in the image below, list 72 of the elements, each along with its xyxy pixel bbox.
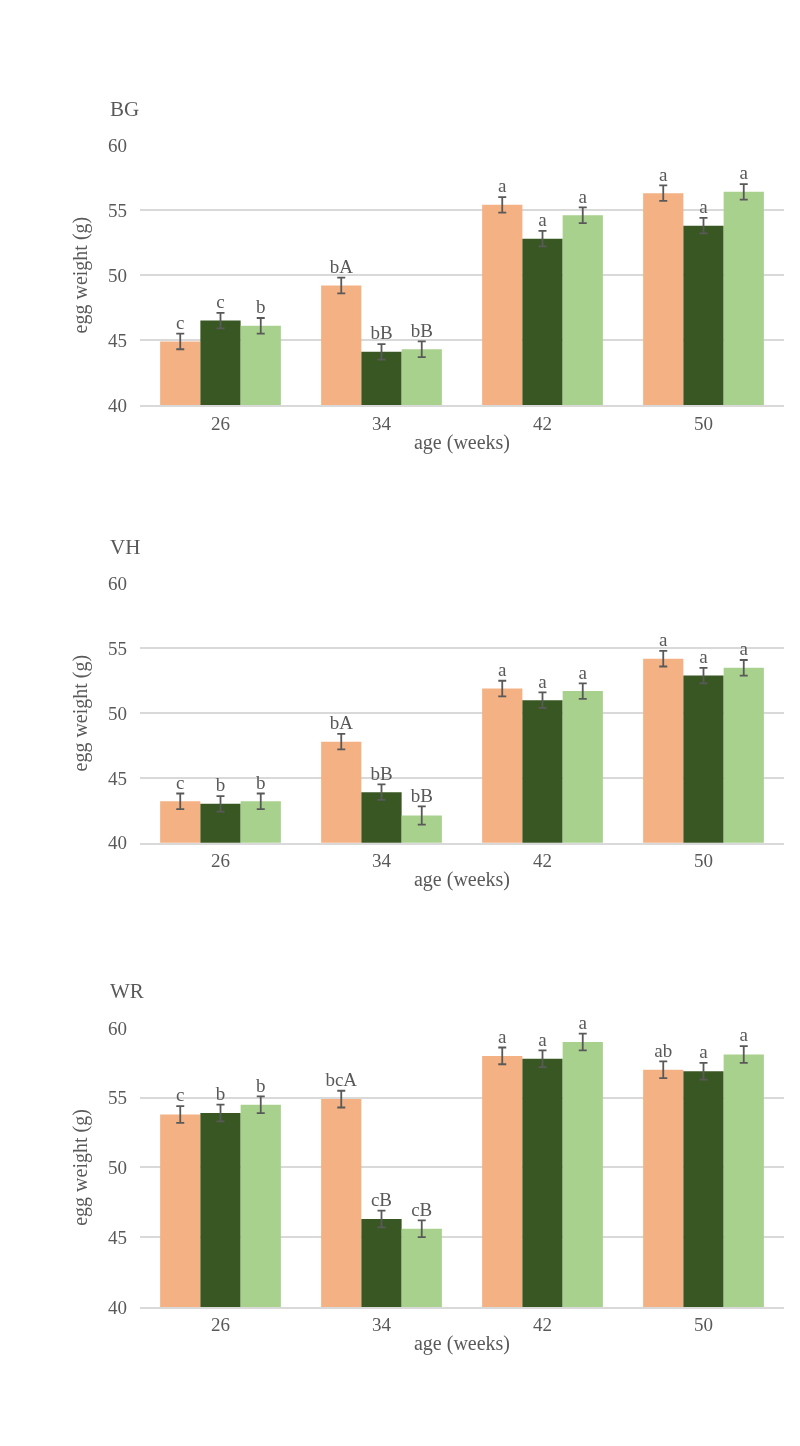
data-label: a [739,1024,749,1046]
x-tick-label: 26 [211,1314,230,1336]
y-tick-label: 50 [108,264,127,286]
data-label: c [176,1084,185,1106]
x-tick-label: 42 [533,850,552,872]
data-label: c [216,291,225,313]
data-label: a [578,1011,588,1033]
y-tick-label: 55 [108,1087,127,1109]
chart-title: VH [110,535,141,559]
chart-title: WR [110,979,144,1003]
y-tick-label: 55 [108,199,127,221]
y-axis-title: egg weight (g) [69,216,93,334]
data-label: b [256,296,266,318]
y-tick-label: 45 [108,329,127,351]
data-label: a [659,629,669,651]
y-tick-label: 40 [108,394,127,416]
x-axis-title: age (weeks) [413,868,511,892]
chart-title: BG [110,97,140,121]
data-label: b [215,1082,226,1104]
data-label: a [538,209,548,231]
data-label: a [498,175,508,197]
data-label: a [659,163,669,185]
data-label: bB [370,762,393,784]
y-tick-label: 60 [108,134,127,156]
data-label: b [256,1074,266,1096]
data-label: c [176,311,185,333]
data-label: b [256,771,266,793]
x-tick-label: 50 [694,1314,713,1336]
x-tick-label: 42 [533,412,552,434]
y-tick-label: 50 [108,1157,127,1179]
x-tick-label: 42 [533,1314,552,1336]
y-tick-label: 40 [108,1296,127,1318]
x-tick-label: 34 [372,412,392,434]
y-axis-title: egg weight (g) [69,654,93,772]
x-tick-label: 26 [211,850,230,872]
data-label: b [215,774,226,796]
y-tick-label: 60 [108,1017,127,1039]
data-label: bA [329,255,354,277]
data-label: bA [329,712,354,734]
x-tick-label: 26 [211,412,230,434]
data-label: cB [411,1198,433,1220]
y-tick-label: 60 [108,573,127,595]
data-label: bcA [325,1069,358,1090]
data-label: bB [410,784,433,806]
y-tick-label: 45 [108,1226,127,1248]
data-label: a [699,646,709,668]
data-label: a [538,1028,548,1050]
x-tick-label: 50 [694,850,713,872]
y-tick-label: 40 [108,832,127,854]
data-label: a [578,185,588,207]
data-label: a [578,661,588,683]
x-axis-title: age (weeks) [413,1332,511,1356]
data-label: a [498,1025,508,1047]
x-axis-title: age (weeks) [413,430,511,454]
data-label: bB [370,322,393,344]
y-tick-label: 55 [108,638,127,659]
data-label: c [176,771,185,793]
data-label: cB [370,1188,393,1210]
data-label: a [699,196,709,218]
data-label: ab [654,1039,673,1061]
data-label: a [739,638,749,660]
data-label: a [739,162,749,184]
x-tick-label: 34 [372,1314,392,1336]
data-label: a [699,1041,709,1063]
data-label: bB [410,319,433,341]
data-label: a [498,658,508,680]
y-axis-title: egg weight (g) [69,1109,93,1226]
y-tick-label: 50 [108,702,127,724]
data-label: a [538,670,548,692]
x-tick-label: 50 [694,412,713,434]
y-tick-label: 45 [108,767,127,789]
x-tick-label: 34 [372,850,392,872]
